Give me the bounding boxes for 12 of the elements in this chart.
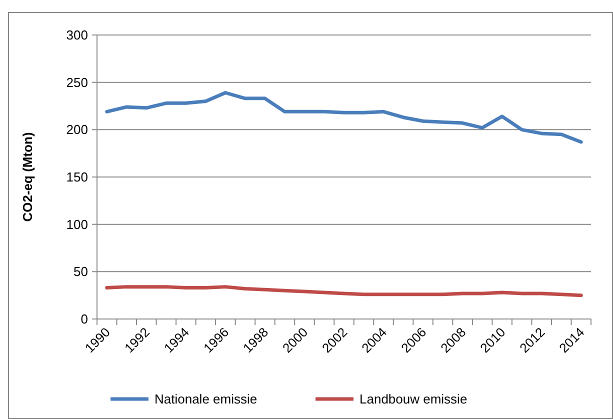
y-tick-label: 0 — [80, 312, 88, 327]
y-tick-label: 300 — [66, 28, 88, 43]
y-axis-title: CO2-eq (Mton) — [20, 132, 35, 222]
y-tick-label: 100 — [66, 216, 88, 232]
y-tick-label: 150 — [66, 170, 88, 185]
line-series — [105, 285, 583, 298]
line-series — [105, 90, 583, 144]
legend-label: Nationale emissie — [154, 392, 258, 407]
y-tick-label: 250 — [66, 74, 88, 90]
y-tick-label: 200 — [66, 122, 88, 138]
legend-label: Landbouw emissie — [360, 392, 468, 407]
y-tick-label: 50 — [74, 264, 88, 280]
